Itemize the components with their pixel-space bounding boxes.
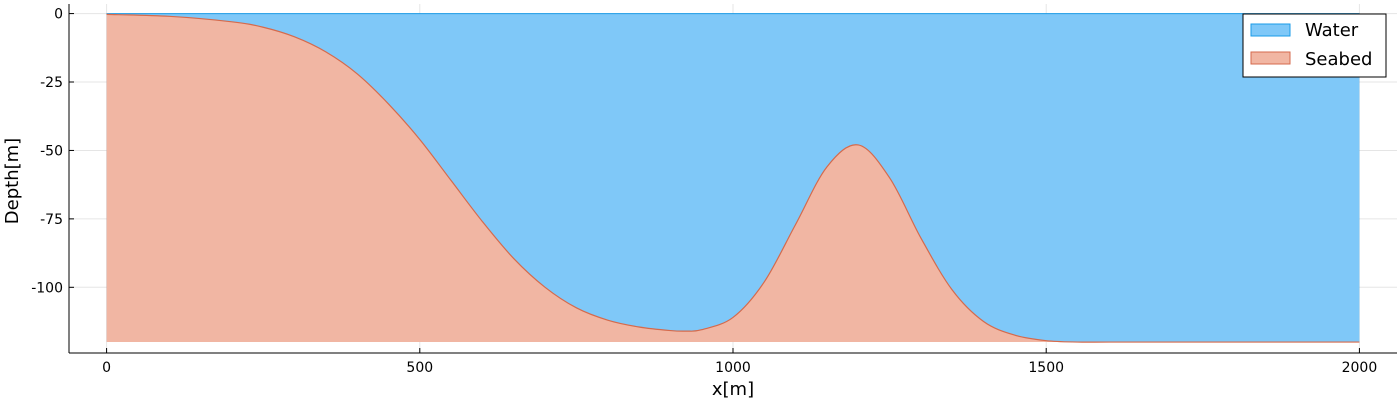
x-tick-label-0: 0: [102, 360, 111, 376]
x-tick-label-3: 1500: [1028, 360, 1064, 376]
legend-label-water: Water: [1305, 20, 1359, 41]
legend: Water Seabed: [1242, 13, 1387, 78]
y-tick-label-3: -75: [40, 212, 63, 228]
y-tick-label-0: 0: [54, 7, 63, 23]
x-tick-label-4: 2000: [1342, 360, 1378, 376]
seabed-area: [106, 14, 1360, 343]
legend-label-seabed: Seabed: [1305, 49, 1372, 70]
y-tick-label-4: -100: [31, 280, 63, 296]
y-tick-label-2: -50: [40, 143, 63, 159]
series-layer: [106, 13, 1360, 343]
legend-swatch-seabed: [1250, 51, 1291, 65]
x-tick-label-2: 1000: [715, 360, 751, 376]
x-tick-label-1: 500: [406, 360, 433, 376]
x-axis-label: x[m]: [712, 379, 754, 400]
y-axis-label: Depth[m]: [2, 138, 23, 224]
y-tick-label-1: -25: [40, 75, 63, 91]
seabed-line: [106, 13, 1360, 343]
legend-swatch-water: [1250, 23, 1291, 37]
ticks-layer: 0 500 1000 1500 2000 0 -25 -50 -75 -100: [31, 7, 1377, 376]
